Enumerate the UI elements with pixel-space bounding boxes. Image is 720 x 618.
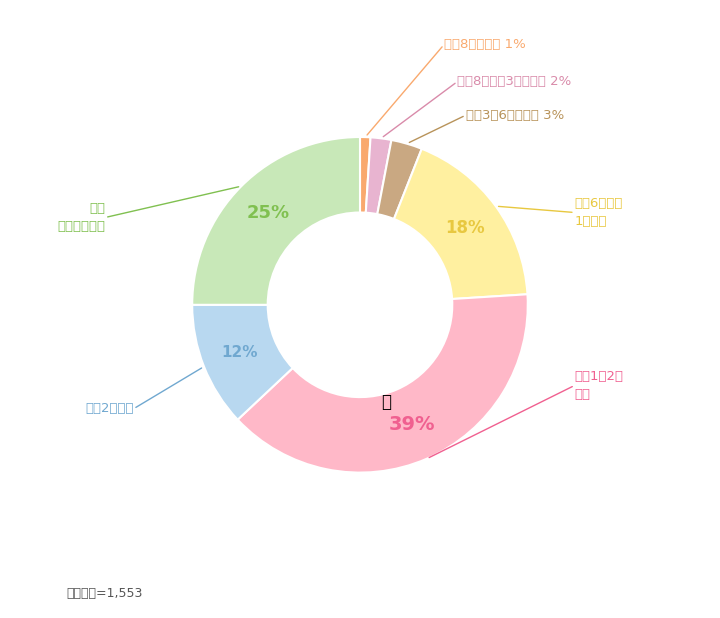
Wedge shape xyxy=(377,140,422,219)
Text: 39%: 39% xyxy=(388,415,435,434)
Text: まだ
考えていない: まだ 考えていない xyxy=(57,202,105,233)
Wedge shape xyxy=(360,137,371,213)
Wedge shape xyxy=(366,137,392,214)
Text: 生後3〜6ヵ月未満 3%: 生後3〜6ヵ月未満 3% xyxy=(466,109,564,122)
Text: 18%: 18% xyxy=(446,219,485,237)
Text: 👑: 👑 xyxy=(382,393,392,412)
Text: 回答者数=1,553: 回答者数=1,553 xyxy=(66,587,143,600)
Text: 生後8週間未満 1%: 生後8週間未満 1% xyxy=(444,38,526,51)
Wedge shape xyxy=(238,294,528,473)
Wedge shape xyxy=(192,137,360,305)
Text: 生後8週間〜3ヵ月未満 2%: 生後8週間〜3ヵ月未満 2% xyxy=(457,75,572,88)
Wedge shape xyxy=(192,305,293,420)
Text: 25%: 25% xyxy=(246,204,289,222)
Text: 12%: 12% xyxy=(221,345,257,360)
Wedge shape xyxy=(394,149,528,299)
Text: 生後2年以上: 生後2年以上 xyxy=(85,402,133,415)
Text: 生後1〜2年
未満: 生後1〜2年 未満 xyxy=(575,370,624,401)
Text: 生後6ヵ月〜
1年未満: 生後6ヵ月〜 1年未満 xyxy=(575,197,623,228)
